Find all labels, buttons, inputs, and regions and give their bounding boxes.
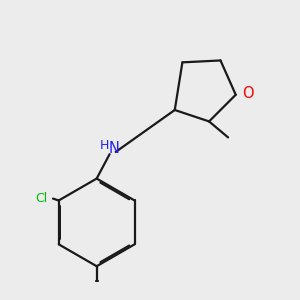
Text: Cl: Cl — [35, 192, 47, 205]
Text: N: N — [109, 141, 120, 156]
Text: H: H — [100, 139, 109, 152]
Text: O: O — [243, 86, 254, 101]
